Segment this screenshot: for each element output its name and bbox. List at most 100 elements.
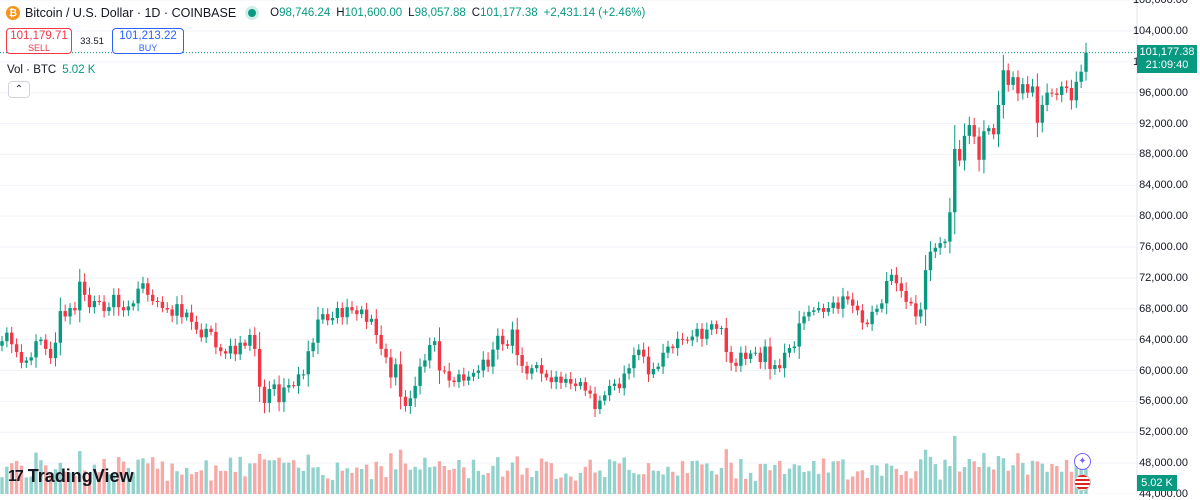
volume-bar <box>826 472 831 494</box>
volume-bar <box>656 470 660 494</box>
volume-bar <box>904 471 908 494</box>
volume-bar <box>223 470 228 494</box>
collapse-legend-button[interactable]: ⌃ <box>8 81 30 98</box>
volume-bar <box>724 449 728 494</box>
volume-bar <box>807 471 811 494</box>
volume-bar <box>991 469 996 494</box>
volume-bar <box>126 467 131 494</box>
candle-body <box>447 371 451 381</box>
price-axis-tick: 108,000.00 <box>1132 0 1188 6</box>
candle-body <box>1025 84 1030 93</box>
candle-body <box>403 396 408 407</box>
sell-button[interactable]: 101,179.71 SELL <box>6 28 72 54</box>
tradingview-wordmark: TradingView <box>27 466 134 486</box>
candle-body <box>457 374 461 383</box>
market-status-icon[interactable] <box>248 9 257 17</box>
candle-body <box>1011 77 1015 85</box>
volume-bar <box>855 471 860 494</box>
candle-body <box>437 341 442 371</box>
candle-body <box>325 314 330 321</box>
volume-bar <box>194 472 199 494</box>
candle-body <box>282 387 286 403</box>
volume-bar <box>841 459 845 494</box>
volume-bar <box>296 467 301 494</box>
candle-body <box>588 390 592 394</box>
volume-bar <box>39 460 43 494</box>
candle-body <box>656 366 660 369</box>
volume-legend[interactable]: Vol · BTC 5.02 K <box>7 64 95 76</box>
tradingview-logo[interactable]: 17 TradingView <box>8 466 134 487</box>
volume-value: 5.02 K <box>62 64 96 76</box>
candle-body <box>573 383 578 386</box>
flag-icon[interactable] <box>1074 474 1091 491</box>
candle-body <box>792 346 797 349</box>
candle-body <box>384 348 388 358</box>
candle-body <box>671 346 675 349</box>
bitcoin-logo-icon: ₿ <box>6 6 20 20</box>
volume-bar <box>466 478 471 494</box>
volume-bar <box>374 461 378 494</box>
candle-body <box>787 348 792 353</box>
candle-body <box>335 307 340 319</box>
volume-bar <box>428 467 432 494</box>
candle-body <box>680 338 685 340</box>
volume-bar <box>637 474 641 494</box>
candle-body <box>238 342 242 355</box>
volume-bar <box>933 464 938 494</box>
candle-body <box>773 365 777 369</box>
volume-bar <box>63 471 67 494</box>
volume-bar <box>257 453 262 494</box>
volume-bar <box>116 456 121 494</box>
volume-bar <box>496 457 500 494</box>
price-change: +2,431.14 (+2.46%) <box>543 7 646 19</box>
volume-bar <box>744 478 748 494</box>
candle-body <box>948 212 952 242</box>
volume-bar <box>850 476 855 494</box>
sparkle-icon[interactable]: ✦ <box>1074 453 1091 470</box>
volume-bar <box>510 462 515 494</box>
candle-body <box>112 294 116 308</box>
candle-body <box>277 384 281 403</box>
candle-body <box>39 339 43 342</box>
volume-bar <box>957 471 962 494</box>
candle-body <box>355 310 359 315</box>
candle-body <box>603 395 607 401</box>
volume-bar <box>622 457 626 494</box>
volume-bar <box>335 462 340 494</box>
volume-bar <box>350 472 354 494</box>
candle-body <box>126 306 131 311</box>
volume-bar <box>29 476 33 494</box>
volume-bar <box>569 476 573 494</box>
volume-bar <box>272 460 276 494</box>
symbol-title[interactable]: Bitcoin / U.S. Dollar · 1D · COINBASE <box>25 6 237 20</box>
volume-bar <box>369 479 374 494</box>
buy-button[interactable]: 101,213.22 BUY <box>112 28 184 54</box>
volume-bar <box>58 462 63 494</box>
candle-body <box>82 281 87 295</box>
candle-body <box>666 346 670 353</box>
volume-bar <box>491 465 495 494</box>
candle-body <box>291 385 296 387</box>
volume-bar <box>141 458 145 494</box>
candle-body <box>938 243 942 248</box>
candle-body <box>175 304 179 316</box>
candle-body <box>632 355 636 369</box>
candle-body <box>1040 104 1044 123</box>
volume-bar <box>607 459 612 494</box>
volume-bar <box>146 463 150 494</box>
candle-body <box>58 311 63 343</box>
volume-bar <box>243 476 247 494</box>
candle-body <box>559 376 563 383</box>
volume-bar <box>1025 474 1030 494</box>
candle-body <box>10 332 14 345</box>
volume-bar <box>34 452 38 494</box>
price-candles <box>0 42 1088 418</box>
volume-bar <box>5 466 9 494</box>
volume-bar <box>923 449 928 494</box>
volume-bar <box>442 466 447 494</box>
candle-body <box>1001 70 1006 105</box>
volume-bar <box>860 470 865 494</box>
candle-body <box>889 274 894 281</box>
volume-bar <box>233 471 238 494</box>
